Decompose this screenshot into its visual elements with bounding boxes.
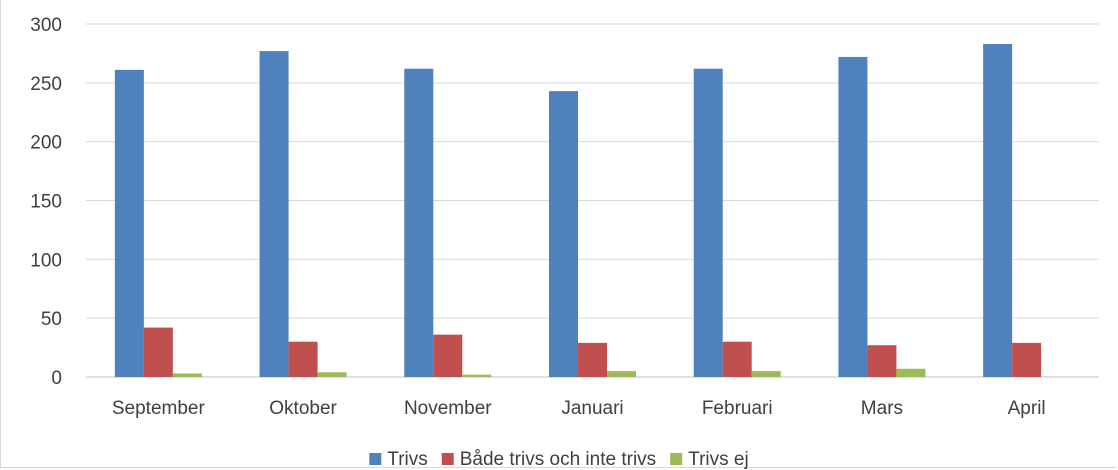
x-tick-label: September — [112, 398, 206, 419]
x-tick-label: Januari — [561, 398, 623, 419]
gridlines — [86, 23, 1099, 378]
y-tick-label: 50 — [41, 309, 62, 330]
bar-trivs-ej-mars — [896, 368, 926, 377]
y-tick-label: 0 — [51, 368, 62, 389]
legend: Trivs Både trivs och inte trivs Trivs ej — [369, 449, 749, 470]
y-tick-label: 300 — [30, 15, 62, 36]
legend-label: Trivs — [387, 449, 427, 470]
x-tick-label: Februari — [702, 398, 773, 419]
x-axis-tick-labels: September Oktober November Januari Februari M… — [112, 398, 1046, 419]
bar-b-de-trivs-och-inte-trivs-september — [143, 327, 173, 377]
bar-trivs-april — [983, 44, 1013, 378]
bar-trivs-ej-september — [172, 373, 202, 377]
bar-b-de-trivs-och-inte-trivs-oktober — [288, 341, 318, 377]
x-tick-label: April — [1008, 398, 1046, 419]
bar-trivs-ej-oktober — [317, 372, 347, 377]
bar-trivs-januari — [549, 91, 578, 377]
y-axis-tick-labels: 0 50 100 150 200 250 300 — [30, 15, 62, 389]
bar-b-de-trivs-och-inte-trivs-januari — [578, 342, 607, 377]
y-tick-label: 100 — [30, 250, 62, 271]
legend-item: Både trivs och inte trivs — [441, 449, 656, 470]
bar-trivs-november — [404, 68, 434, 378]
bar-trivs-ej-januari — [607, 371, 636, 377]
x-tick-label: November — [404, 398, 492, 419]
x-tick-label: Mars — [861, 398, 903, 419]
legend-item: Trivs ej — [670, 449, 749, 470]
y-tick-label: 250 — [30, 74, 62, 95]
bar-trivs-ej-november — [462, 374, 492, 377]
bar-b-de-trivs-och-inte-trivs-februari — [722, 341, 752, 377]
bars — [114, 44, 1042, 378]
bar-b-de-trivs-och-inte-trivs-mars — [867, 345, 897, 377]
legend-label: Både trivs och inte trivs — [460, 449, 656, 470]
legend-swatch — [369, 453, 382, 465]
bar-trivs-mars — [838, 56, 868, 378]
bar-trivs-september — [114, 69, 144, 377]
bar-trivs-oktober — [259, 51, 289, 378]
bar-b-de-trivs-och-inte-trivs-november — [433, 334, 463, 377]
legend-item: Trivs — [369, 449, 428, 470]
y-tick-label: 200 — [30, 133, 62, 154]
y-tick-label: 150 — [30, 192, 62, 213]
legend-label: Trivs ej — [688, 449, 749, 470]
bar-trivs-februari — [693, 68, 723, 378]
legend-swatch — [441, 453, 454, 465]
x-tick-label: Oktober — [269, 398, 337, 419]
legend-swatch — [670, 453, 683, 465]
bar-trivs-ej-februari — [751, 371, 781, 377]
bar-b-de-trivs-och-inte-trivs-april — [1012, 342, 1042, 377]
